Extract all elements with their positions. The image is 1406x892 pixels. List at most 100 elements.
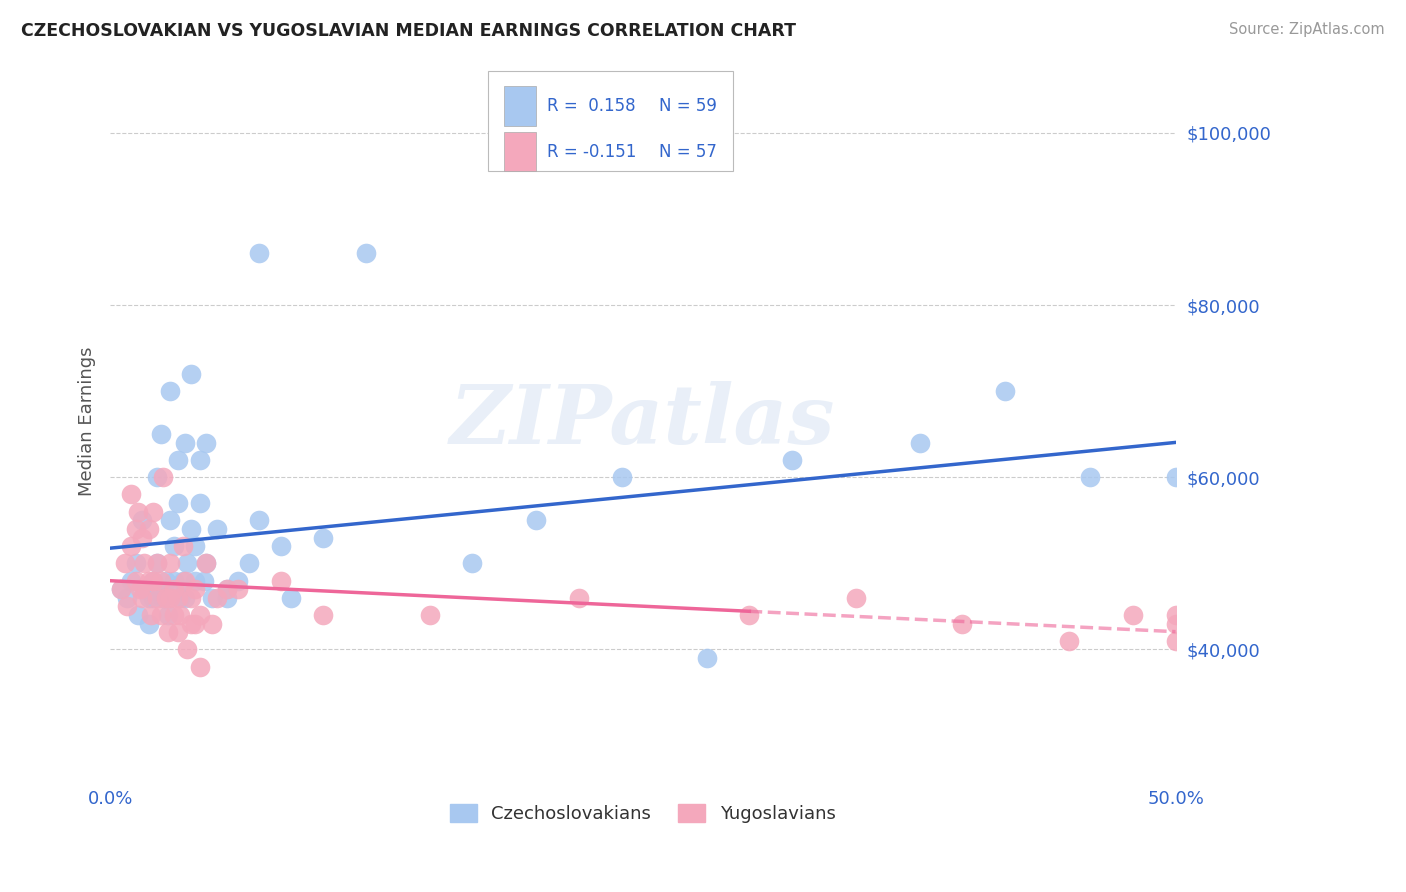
Point xyxy=(167,591,190,605)
Point xyxy=(994,384,1017,399)
Point xyxy=(952,616,974,631)
Point xyxy=(188,496,211,510)
Point xyxy=(1164,616,1187,631)
Point xyxy=(138,616,160,631)
Point xyxy=(159,557,181,571)
Point xyxy=(217,582,239,597)
Point xyxy=(159,384,181,399)
Point xyxy=(125,557,148,571)
Point xyxy=(121,574,143,588)
Point xyxy=(188,453,211,467)
Point xyxy=(173,591,195,605)
Text: N = 57: N = 57 xyxy=(659,143,717,161)
Point xyxy=(121,539,143,553)
Point xyxy=(696,651,718,665)
Point xyxy=(138,574,160,588)
Point xyxy=(180,522,202,536)
Point xyxy=(159,591,181,605)
Point xyxy=(155,574,177,588)
Point xyxy=(270,574,292,588)
Point xyxy=(1164,470,1187,484)
Point xyxy=(184,616,207,631)
Point xyxy=(1057,633,1080,648)
Point xyxy=(131,591,153,605)
FancyBboxPatch shape xyxy=(488,71,734,171)
Point xyxy=(127,607,149,622)
Point xyxy=(247,513,270,527)
Point xyxy=(169,607,191,622)
Point xyxy=(114,557,136,571)
Point xyxy=(419,607,441,622)
Point xyxy=(226,574,249,588)
Point xyxy=(163,582,186,597)
Point xyxy=(167,625,190,640)
Point xyxy=(129,582,152,597)
Point xyxy=(139,607,162,622)
Point xyxy=(1078,470,1101,484)
Point xyxy=(1164,633,1187,648)
Point xyxy=(115,591,138,605)
Point xyxy=(247,246,270,260)
Point xyxy=(150,574,173,588)
Point xyxy=(184,574,207,588)
Point xyxy=(908,435,931,450)
Point xyxy=(155,591,177,605)
Point xyxy=(156,607,179,622)
Point xyxy=(134,582,156,597)
Point xyxy=(738,607,761,622)
Point xyxy=(1122,607,1144,622)
Text: R =  0.158: R = 0.158 xyxy=(547,97,636,115)
Point xyxy=(312,607,335,622)
Legend: Czechoslovakians, Yugoslavians: Czechoslovakians, Yugoslavians xyxy=(443,797,844,830)
Point xyxy=(201,591,224,605)
Point xyxy=(238,557,260,571)
Point xyxy=(167,496,190,510)
Point xyxy=(173,574,195,588)
Point xyxy=(180,616,202,631)
Point xyxy=(110,582,132,597)
Point xyxy=(188,607,211,622)
Point xyxy=(180,367,202,381)
Point xyxy=(138,522,160,536)
Point xyxy=(176,642,198,657)
Point xyxy=(163,539,186,553)
FancyBboxPatch shape xyxy=(505,132,536,171)
Point xyxy=(121,487,143,501)
Point xyxy=(125,574,148,588)
Point xyxy=(146,591,169,605)
Point xyxy=(152,470,174,484)
Point xyxy=(167,453,190,467)
Point xyxy=(169,591,191,605)
Point xyxy=(173,435,195,450)
Point xyxy=(163,574,186,588)
Point xyxy=(184,582,207,597)
Point xyxy=(163,607,186,622)
Point xyxy=(354,246,377,260)
Point xyxy=(780,453,803,467)
Point xyxy=(610,470,633,484)
Text: ZIPatlas: ZIPatlas xyxy=(450,381,835,461)
Point xyxy=(280,591,302,605)
Point xyxy=(172,539,194,553)
Point xyxy=(150,427,173,442)
Point xyxy=(142,505,165,519)
Point xyxy=(205,522,228,536)
Point xyxy=(195,557,218,571)
Point xyxy=(142,574,165,588)
Y-axis label: Median Earnings: Median Earnings xyxy=(79,347,96,496)
Point xyxy=(184,539,207,553)
Point xyxy=(142,591,165,605)
Point xyxy=(180,591,202,605)
Point xyxy=(152,591,174,605)
Point xyxy=(205,591,228,605)
Point xyxy=(195,435,218,450)
Point xyxy=(176,557,198,571)
Point xyxy=(142,574,165,588)
Point xyxy=(146,557,169,571)
Point xyxy=(125,522,148,536)
FancyBboxPatch shape xyxy=(505,87,536,126)
Point xyxy=(195,557,218,571)
Point xyxy=(115,599,138,614)
Point xyxy=(134,557,156,571)
Point xyxy=(146,557,169,571)
